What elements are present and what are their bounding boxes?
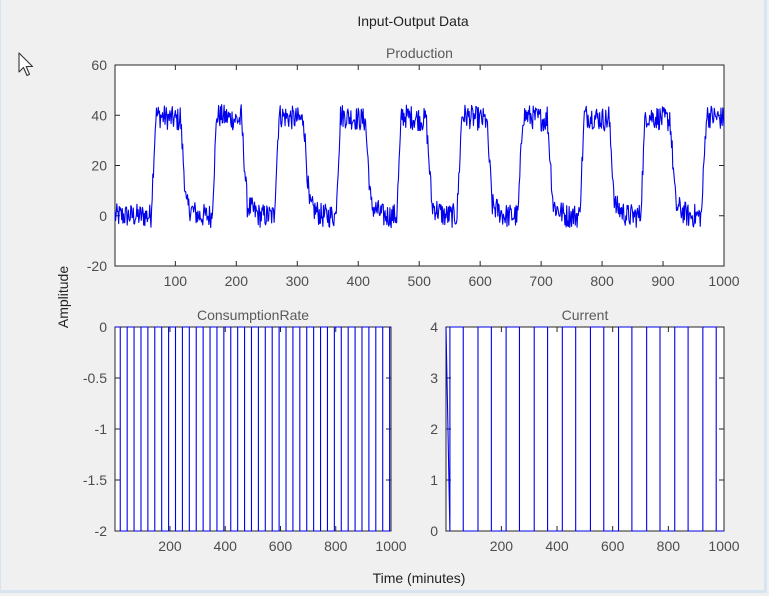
x-tick-label: 200 [490, 538, 514, 554]
x-tick-label: 400 [545, 538, 569, 554]
y-tick-label: -1.5 [83, 472, 107, 488]
x-tick-label: 100 [164, 273, 188, 289]
x-tick-label: 200 [225, 273, 249, 289]
x-tick-label: 800 [657, 538, 681, 554]
current-axes-box [445, 326, 725, 532]
x-tick-label: 600 [269, 538, 293, 554]
x-tick-label: 400 [347, 273, 371, 289]
consumptionrate-title: ConsumptionRate [197, 307, 309, 323]
x-tick-label: 1000 [375, 538, 406, 554]
x-tick-label: 600 [601, 538, 625, 554]
y-tick-label: 1 [430, 472, 438, 488]
x-tick-label: 1000 [708, 538, 739, 554]
current-plot: Current 200 400 600 800 1000 0 1 2 3 4 [430, 307, 740, 554]
x-axis-label: Time (minutes) [373, 570, 466, 586]
y-tick-label: 3 [430, 370, 438, 386]
y-tick-label: 0 [430, 523, 438, 539]
x-tick-label: 1000 [708, 273, 739, 289]
y-tick-label: 60 [91, 57, 107, 73]
mouse-pointer-icon [18, 52, 34, 77]
consumption-rate-plot: ConsumptionRate 200 400 600 800 1000 -2 -1.5 -1 -… [83, 307, 407, 554]
x-tick-label: 300 [286, 273, 310, 289]
y-tick-label: 2 [430, 421, 438, 437]
y-tick-label: -0.5 [83, 370, 107, 386]
y-tick-label: -1 [95, 421, 108, 437]
y-tick-label: -2 [95, 523, 108, 539]
x-tick-label: 700 [529, 273, 553, 289]
x-tick-label: 200 [158, 538, 182, 554]
y-tick-label: 20 [91, 158, 107, 174]
x-tick-label: 800 [590, 273, 614, 289]
consumptionrate-axes-box [114, 326, 392, 532]
production-title: Production [386, 45, 453, 61]
current-series-line [445, 326, 724, 532]
x-tick-label: 800 [324, 538, 348, 554]
production-axes-box [114, 64, 725, 267]
y-tick-label: -20 [87, 258, 107, 274]
current-title: Current [562, 307, 609, 323]
y-axis-label: Amplitude [55, 266, 71, 328]
y-tick-label: 0 [99, 319, 107, 335]
y-tick-label: 0 [99, 208, 107, 224]
x-tick-label: 900 [651, 273, 675, 289]
y-tick-label: 40 [91, 107, 107, 123]
production-series-line [114, 104, 725, 229]
consumptionrate-series-line [115, 326, 391, 532]
x-tick-label: 400 [214, 538, 238, 554]
figure-title: Input-Output Data [357, 13, 469, 29]
x-tick-label: 500 [408, 273, 432, 289]
y-tick-label: 4 [430, 319, 438, 335]
x-tick-label: 600 [468, 273, 492, 289]
